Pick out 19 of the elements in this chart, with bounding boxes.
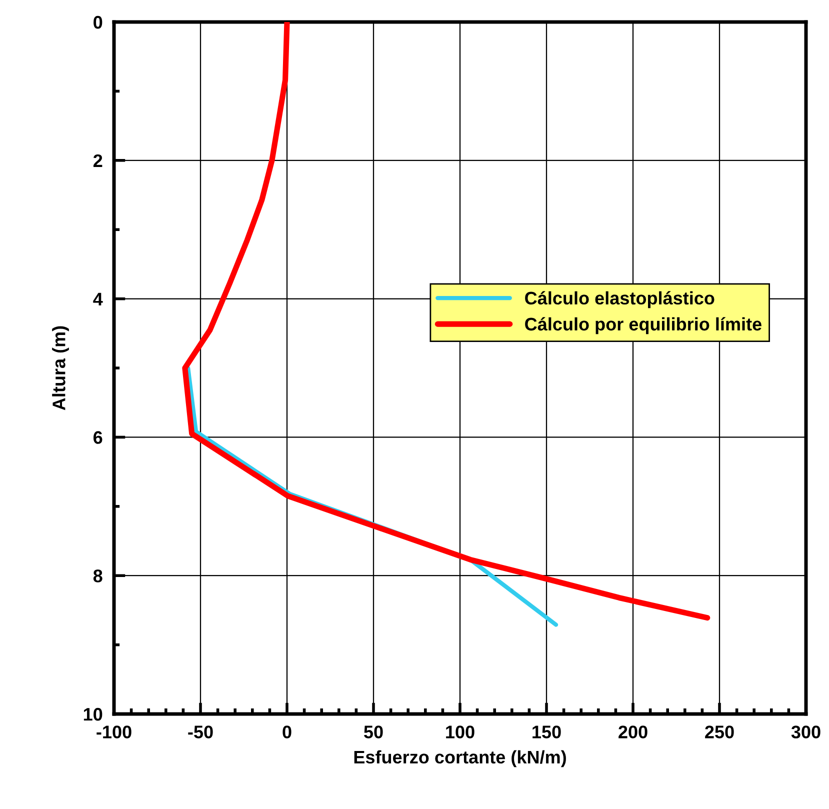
y-tick-label: 2 (93, 154, 102, 167)
x-tick-label: 250 (705, 726, 734, 738)
y-tick-label: 10 (84, 708, 102, 721)
y-tick-label: 0 (94, 16, 102, 29)
x-tick-label: 300 (791, 726, 820, 738)
x-tick-label: 50 (364, 726, 383, 738)
x-tick-label: 100 (446, 726, 474, 738)
x-tick-label: 0 (282, 726, 292, 738)
x-axis-title: Esfuerzo cortante (kN/m) (354, 750, 566, 768)
x-tick-label: 200 (618, 726, 648, 738)
x-tick-label: -50 (188, 726, 213, 738)
y-axis-title: Altura (m) (52, 326, 69, 410)
legend-label: Cálculo por equilibrio límite (525, 317, 762, 334)
x-tick-label: 150 (532, 726, 561, 738)
y-tick-label: 4 (93, 292, 103, 306)
legend-label: Cálculo elastoplástico (525, 291, 714, 308)
y-tick-label: 8 (93, 570, 102, 582)
x-tick-label: -100 (96, 726, 132, 738)
y-tick-label: 6 (94, 431, 102, 444)
